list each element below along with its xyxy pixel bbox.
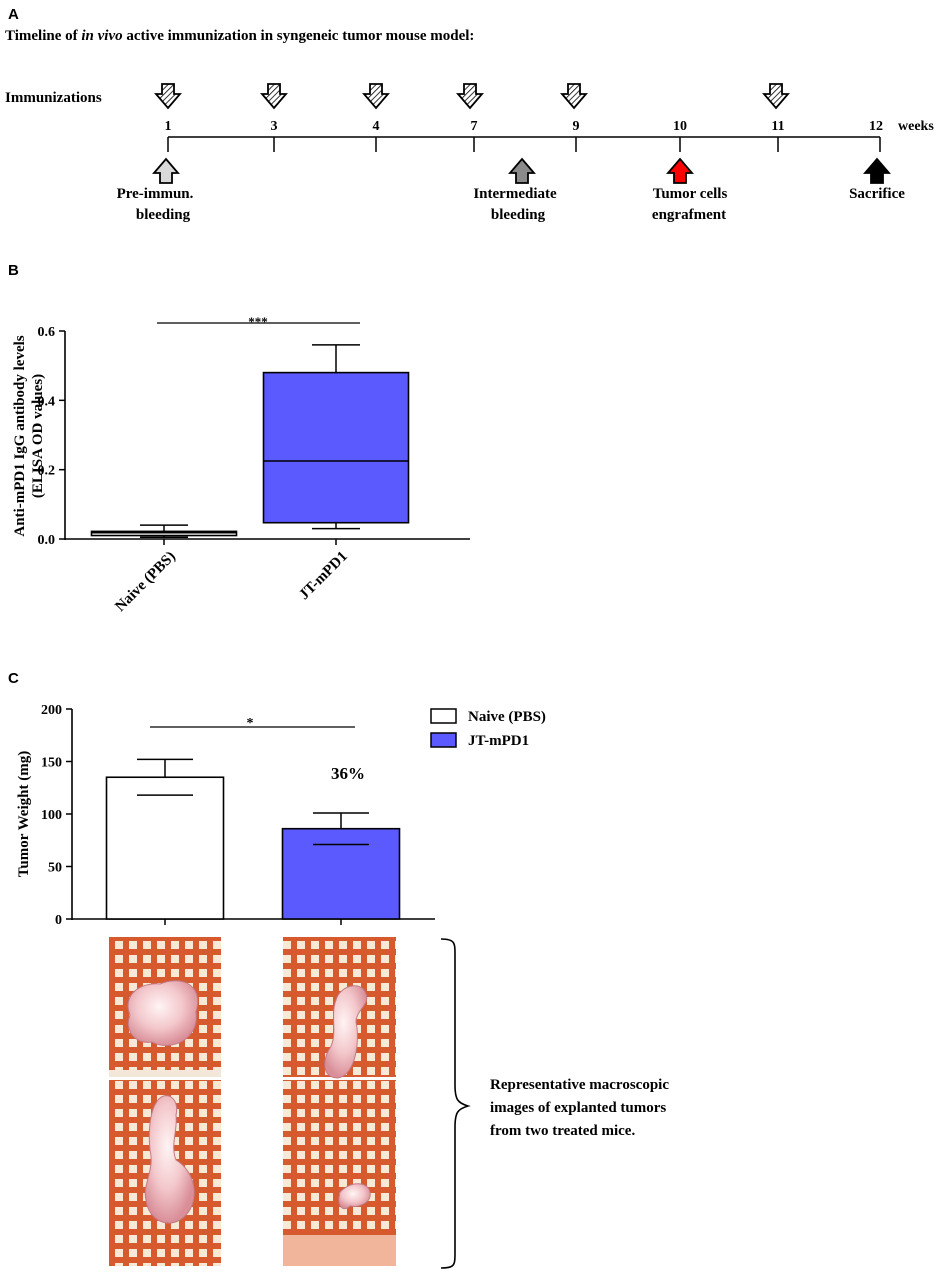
week-label: 7	[471, 119, 478, 134]
significance-label: *	[247, 716, 254, 731]
percent-label: 36%	[331, 764, 365, 783]
immunization-arrow-icon	[260, 83, 288, 110]
legend-label: Naive (PBS)	[468, 709, 546, 725]
bar-chart: 0 50 100 150 200 Tumor Weight (mg) 36% * Naive (…	[16, 703, 546, 928]
timeline-week-labels: 1 3 4 7 9 10 11 12	[165, 119, 884, 134]
week-label: 11	[771, 119, 784, 134]
tumor-engraftment-arrow-icon	[666, 157, 694, 184]
immunization-arrow-icon	[362, 83, 390, 110]
bar	[105, 776, 225, 920]
y-tick-label: 0.0	[38, 533, 56, 548]
panel-a-title-post: active immunization in syngeneic tumor m…	[123, 28, 475, 44]
y-tick-label: 0.4	[38, 394, 56, 409]
intermediate-bleeding-arrow-icon	[508, 157, 536, 184]
y-axis-title: Anti-mPD1 IgG antibody levels (ELISA OD v…	[12, 335, 46, 536]
timeline-event-labels: Pre-immun. bleeding Intermediate bleedin…	[117, 186, 906, 223]
sacrifice-arrow-icon	[863, 157, 891, 184]
y-tick-label: 0.6	[38, 325, 56, 340]
panel-a-title-italic: in vivo	[81, 28, 122, 44]
tumor-photo	[283, 937, 396, 1079]
y-tick-label: 50	[48, 861, 62, 876]
immunization-arrow-icon	[560, 83, 588, 110]
week-label: 3	[271, 119, 278, 134]
y-axis-title-line: Anti-mPD1 IgG antibody levels	[12, 335, 28, 536]
legend-swatch	[430, 708, 457, 724]
event-label: Intermediate	[473, 186, 557, 202]
y-tick-label: 0	[55, 913, 62, 928]
panel-c-letter: C	[8, 670, 19, 687]
panel-a-title-pre: Timeline of	[5, 28, 81, 44]
week-label: 1	[165, 119, 172, 134]
y-tick-label: 150	[41, 756, 62, 771]
y-tick-label: 100	[41, 808, 62, 823]
caption-line: images of explanted tumors	[490, 1100, 666, 1116]
pre-immune-bleeding-arrow-icon	[152, 157, 180, 184]
event-label: Tumor cells	[653, 186, 728, 202]
immunization-arrow-icon	[456, 83, 484, 110]
photo-caption: Representative macroscopic images of exp…	[490, 1077, 669, 1139]
week-label: 12	[869, 119, 883, 134]
photo-bracket	[440, 938, 471, 1269]
tumor-photo	[109, 1080, 221, 1266]
immunizations-label: Immunizations	[5, 90, 102, 106]
immunization-arrows	[154, 83, 790, 110]
panel-a-title: Timeline of in vivo active immunization …	[5, 28, 474, 44]
x-tick-label: Naive (PBS)	[112, 549, 178, 615]
legend-label: JT-mPD1	[468, 733, 529, 749]
immunization-arrow-icon	[154, 83, 182, 110]
immunization-arrow-icon	[762, 83, 790, 110]
event-label: bleeding	[491, 207, 546, 223]
week-label: 9	[573, 119, 580, 134]
event-label: engrafment	[652, 207, 726, 223]
week-label: 4	[373, 119, 380, 134]
x-tick-label: JT-mPD1	[296, 549, 351, 604]
weeks-label: weeks	[898, 119, 934, 134]
tumor-photos	[109, 937, 396, 1266]
event-label: Sacrifice	[849, 186, 905, 202]
event-label: bleeding	[136, 207, 191, 223]
y-axis-title: Tumor Weight (mg)	[16, 751, 32, 877]
event-label: Pre-immun.	[117, 186, 194, 202]
week-label: 10	[673, 119, 687, 134]
bar	[281, 827, 401, 920]
y-tick-label: 0.2	[38, 464, 56, 479]
tumor-photo	[109, 937, 221, 1077]
tumor-photo	[283, 1080, 396, 1266]
caption-line: Representative macroscopic	[490, 1077, 669, 1093]
caption-line: from two treated mice.	[490, 1123, 635, 1139]
panel-b-letter: B	[8, 262, 19, 279]
panel-a-letter: A	[8, 6, 19, 23]
legend-swatch	[430, 732, 457, 748]
timeline-ticks	[167, 137, 881, 152]
box	[262, 371, 410, 524]
y-tick-label: 200	[41, 703, 62, 718]
significance-label: ***	[248, 314, 268, 329]
y-axis-title-line: (ELISA OD values)	[30, 374, 46, 498]
